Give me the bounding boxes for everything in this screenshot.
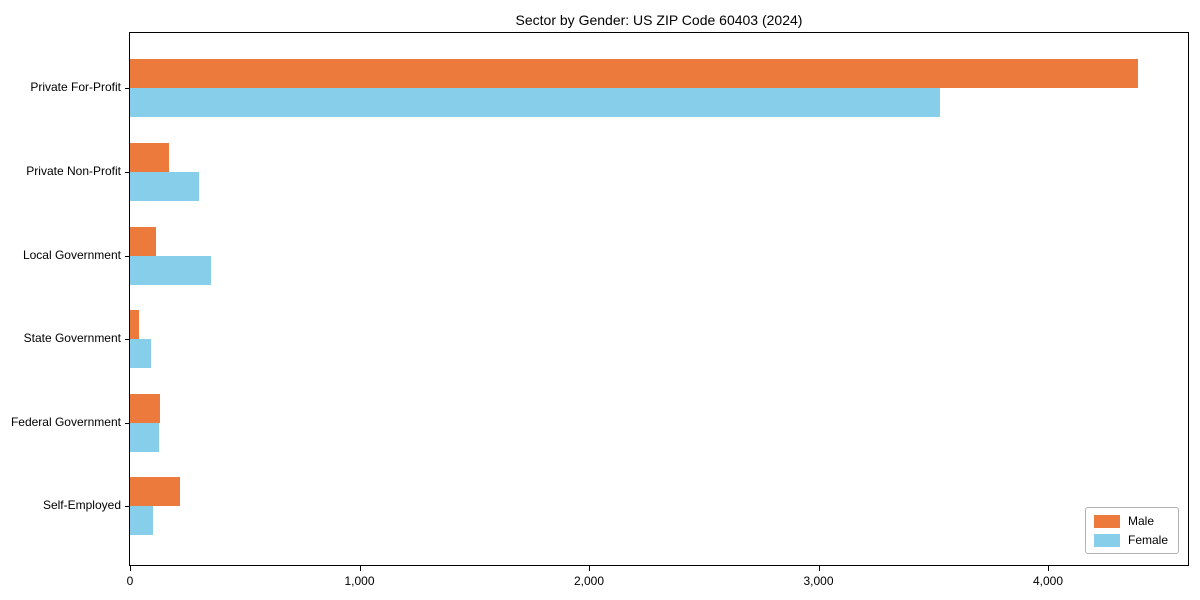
plot-area: Male Female (129, 32, 1189, 566)
x-axis-tick-label: 4,000 (1032, 574, 1064, 588)
x-axis-tick-label: 1,000 (344, 574, 375, 588)
x-tick-mark (130, 566, 131, 571)
y-axis-category-label: Private For-Profit (30, 80, 121, 95)
x-tick-mark (818, 566, 820, 571)
bar-male-4 (130, 310, 139, 340)
bar-female-2 (130, 171, 199, 201)
x-tick-mark (589, 566, 590, 571)
x-axis-tick-label: 2,000 (573, 574, 605, 588)
bar-female-3 (130, 255, 212, 285)
chart-title: Sector by Gender: US ZIP Code 60403 (202… (515, 12, 803, 28)
female-series-swatch (1093, 533, 1120, 547)
y-axis-category-label: Private Non-Profit (26, 163, 121, 178)
legend-label-male: Male (1127, 514, 1154, 528)
y-axis-category-label: Federal Government (10, 414, 121, 429)
bar-female-6 (130, 506, 153, 536)
bar-male-3 (130, 226, 157, 256)
bar-male-6 (130, 477, 181, 507)
y-axis-category-label: Self-Employed (42, 498, 121, 513)
bar-male-1 (130, 59, 1138, 89)
y-axis-category-label: State Government (23, 331, 121, 346)
y-tick-mark (125, 422, 130, 424)
male-series-swatch (1093, 514, 1120, 528)
x-tick-mark (1048, 566, 1049, 571)
y-tick-mark (125, 255, 130, 257)
legend-entry-male: Male (1093, 514, 1168, 528)
bar-male-5 (130, 393, 160, 423)
y-tick-mark (125, 506, 130, 508)
y-axis-category-label: Local Government (22, 247, 121, 262)
bar-female-1 (130, 88, 941, 118)
bar-male-2 (130, 142, 169, 172)
y-tick-mark (125, 88, 130, 90)
legend-entry-female: Female (1093, 533, 1168, 547)
y-tick-mark (125, 171, 130, 173)
x-tick-mark (359, 566, 361, 571)
y-tick-mark (125, 339, 130, 341)
legend: Male Female (1084, 507, 1179, 554)
bar-female-4 (130, 339, 151, 369)
legend-label-female: Female (1127, 533, 1168, 547)
x-axis-tick-label: 0 (126, 574, 134, 588)
x-axis-tick-label: 3,000 (803, 574, 834, 588)
bar-female-5 (130, 422, 159, 452)
